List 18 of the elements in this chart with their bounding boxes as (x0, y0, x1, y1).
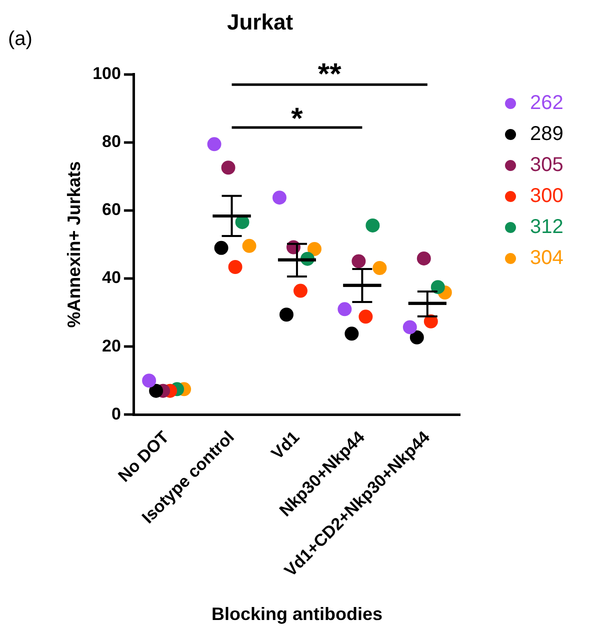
annotation: * (291, 102, 304, 136)
chart-title: Jurkat (226, 9, 294, 34)
x-axis-title: Blocking antibodies (211, 604, 382, 624)
annotation: ** (318, 58, 342, 91)
legend-label: 312 (530, 216, 564, 239)
legend-label: 289 (530, 123, 564, 146)
y-tick-label: 20 (102, 336, 121, 356)
y-tick-label: 80 (102, 132, 121, 152)
legend-label: 304 (530, 247, 564, 270)
y-tick-label: 60 (102, 200, 121, 220)
y-tick-label: 0 (111, 404, 121, 424)
y-axis-title: %Annexin+ Jurkats (64, 161, 84, 328)
y-tick-label: 40 (102, 268, 121, 288)
text: (a) (8, 28, 32, 51)
y-tick-label: 100 (92, 64, 121, 84)
legend-label: 300 (530, 185, 564, 208)
legend-label: 262 (530, 92, 564, 115)
legend-label: 305 (530, 154, 564, 177)
